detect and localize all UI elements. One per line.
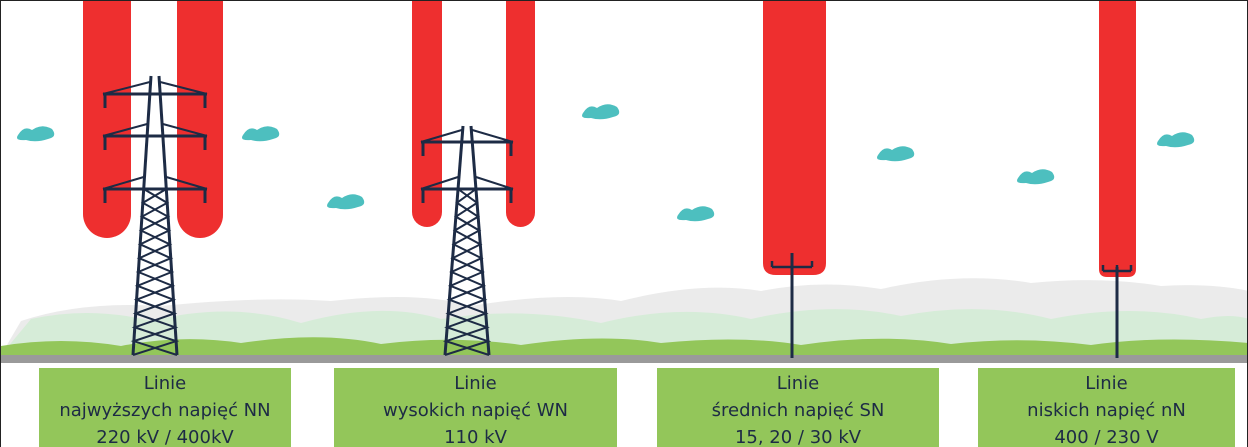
cloud — [1157, 132, 1194, 147]
label-panel: Linie wysokich napięć WN 110 kV — [334, 368, 617, 447]
panel-line: 400 / 230 V — [978, 424, 1235, 447]
panel-line: Linie — [39, 370, 291, 397]
panel-line: wysokich napięć WN — [334, 397, 617, 424]
field-band — [177, 1, 223, 238]
label-panel: Linie niskich napięć nN 400 / 230 V — [978, 368, 1235, 447]
field-band — [1099, 1, 1136, 277]
panel-line: Linie — [978, 370, 1235, 397]
label-panel: Linie najwyższych napięć NN 220 kV / 400… — [39, 368, 291, 447]
cloud — [327, 194, 364, 209]
label-panel: Linie średnich napięć SN 15, 20 / 30 kV — [657, 368, 939, 447]
panel-line: Linie — [334, 370, 617, 397]
cloud — [1017, 169, 1054, 184]
cloud — [582, 104, 619, 119]
panel-line: najwyższych napięć NN — [39, 397, 291, 424]
ground — [1, 355, 1248, 363]
illustration-frame: Linie najwyższych napięć NN 220 kV / 400… — [0, 0, 1248, 447]
field-band — [412, 1, 442, 227]
field-band — [83, 1, 131, 238]
panel-line: 15, 20 / 30 kV — [657, 424, 939, 447]
cloud — [877, 146, 914, 161]
panel-line: 220 kV / 400kV — [39, 424, 291, 447]
page: Linie najwyższych napięć NN 220 kV / 400… — [0, 0, 1248, 446]
panel-line: niskich napięć nN — [978, 397, 1235, 424]
cloud — [17, 126, 54, 141]
panel-line: średnich napięć SN — [657, 397, 939, 424]
cloud — [242, 126, 279, 141]
cloud — [677, 206, 714, 221]
panel-line: 110 kV — [334, 424, 617, 447]
panel-line: Linie — [657, 370, 939, 397]
field-band — [763, 1, 826, 275]
